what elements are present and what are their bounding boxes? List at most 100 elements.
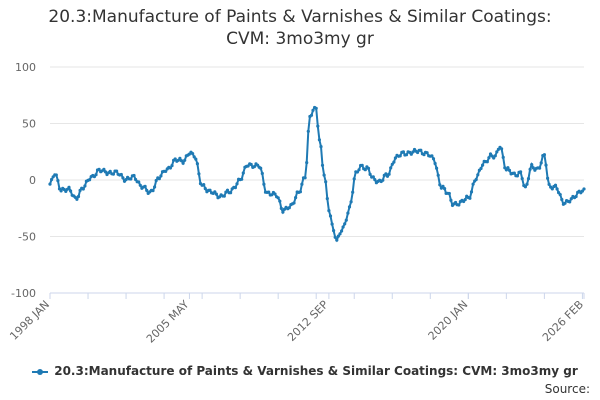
x-tick-label: 1998 JAN bbox=[7, 298, 52, 343]
data-point bbox=[81, 187, 85, 191]
data-point bbox=[335, 238, 339, 242]
data-point bbox=[153, 185, 157, 189]
data-point bbox=[363, 168, 367, 172]
data-point bbox=[111, 172, 115, 176]
data-point bbox=[222, 194, 226, 198]
data-point bbox=[119, 172, 123, 177]
data-point bbox=[530, 163, 534, 167]
data-point bbox=[347, 205, 352, 209]
source-label: Source: bbox=[544, 382, 590, 396]
data-point bbox=[314, 106, 318, 110]
data-point bbox=[249, 162, 253, 167]
data-point bbox=[259, 166, 263, 170]
data-point bbox=[157, 177, 161, 181]
data-point bbox=[393, 156, 397, 160]
data-point bbox=[528, 167, 532, 171]
data-point bbox=[330, 222, 334, 226]
data-point bbox=[102, 167, 106, 171]
data-point bbox=[75, 197, 79, 201]
data-point bbox=[203, 187, 207, 191]
data-point bbox=[208, 188, 212, 192]
data-point bbox=[569, 197, 573, 201]
data-point bbox=[512, 171, 516, 175]
data-point bbox=[381, 178, 385, 182]
data-point bbox=[241, 171, 245, 175]
data-point bbox=[298, 190, 302, 194]
data-point bbox=[97, 167, 101, 171]
data-point bbox=[506, 166, 510, 170]
data-point bbox=[481, 163, 485, 167]
data-point bbox=[151, 189, 155, 193]
data-point bbox=[178, 156, 182, 160]
chart-title-line-1: 20.3:Manufacture of Paints & Varnishes &… bbox=[48, 7, 552, 27]
data-point bbox=[260, 171, 264, 176]
data-point bbox=[202, 183, 206, 187]
data-point bbox=[319, 145, 323, 149]
data-point bbox=[311, 108, 315, 112]
data-point bbox=[294, 196, 298, 200]
x-tick-label: 2020 JAN bbox=[426, 298, 471, 343]
data-point bbox=[317, 138, 321, 142]
data-point bbox=[523, 185, 528, 189]
data-point bbox=[83, 184, 87, 188]
data-point bbox=[320, 163, 325, 167]
data-point bbox=[454, 200, 458, 205]
data-point bbox=[48, 182, 52, 186]
data-point bbox=[430, 154, 434, 158]
data-point bbox=[558, 193, 562, 197]
data-point bbox=[322, 173, 326, 177]
data-point bbox=[463, 198, 467, 202]
data-point bbox=[469, 190, 474, 194]
data-point bbox=[159, 174, 163, 178]
data-point bbox=[300, 182, 304, 186]
data-point bbox=[59, 189, 63, 193]
data-point bbox=[56, 179, 60, 183]
data-point bbox=[164, 169, 168, 173]
data-point bbox=[179, 159, 184, 163]
y-tick-label: 100 bbox=[15, 61, 36, 74]
y-tick-label: 50 bbox=[22, 118, 36, 131]
data-point bbox=[485, 160, 489, 164]
data-point bbox=[229, 191, 233, 195]
data-point bbox=[276, 196, 280, 200]
data-point bbox=[305, 161, 309, 165]
data-point bbox=[574, 194, 578, 199]
data-point bbox=[544, 163, 548, 167]
data-point bbox=[134, 177, 138, 182]
data-point bbox=[138, 183, 142, 187]
data-point bbox=[88, 178, 92, 182]
data-point bbox=[50, 177, 54, 182]
data-point bbox=[103, 170, 108, 174]
data-point bbox=[495, 150, 499, 154]
data-point bbox=[389, 166, 393, 170]
data-point bbox=[419, 148, 423, 152]
data-point bbox=[392, 160, 396, 164]
legend[interactable]: 20.3:Manufacture of Paints & Varnishes &… bbox=[20, 364, 590, 378]
data-point bbox=[132, 173, 136, 178]
data-point bbox=[309, 113, 314, 117]
data-point bbox=[438, 183, 442, 187]
data-point bbox=[553, 183, 558, 187]
data-point bbox=[520, 177, 524, 181]
data-point bbox=[526, 177, 531, 181]
chart-title: 20.3:Manufacture of Paints & Varnishes &… bbox=[0, 6, 600, 50]
data-point bbox=[492, 156, 496, 160]
data-point bbox=[154, 178, 158, 183]
data-point bbox=[324, 180, 328, 184]
data-point bbox=[525, 182, 529, 186]
data-point bbox=[507, 168, 512, 172]
data-point bbox=[279, 206, 283, 210]
data-point bbox=[515, 174, 520, 178]
data-point bbox=[292, 201, 296, 205]
y-tick-label: -50 bbox=[18, 231, 36, 244]
data-point bbox=[195, 162, 199, 166]
data-point bbox=[197, 172, 201, 176]
data-point bbox=[476, 173, 480, 177]
data-point bbox=[390, 162, 394, 166]
data-point bbox=[500, 147, 504, 151]
data-point bbox=[531, 166, 535, 170]
data-point bbox=[487, 156, 491, 160]
data-point bbox=[170, 164, 174, 168]
data-point bbox=[422, 153, 426, 157]
data-point bbox=[338, 232, 342, 236]
